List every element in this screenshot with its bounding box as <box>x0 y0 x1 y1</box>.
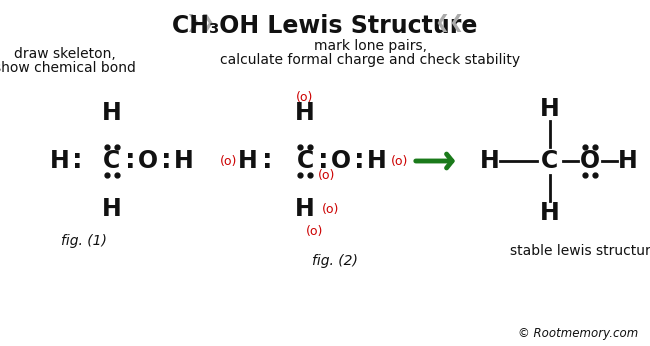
Text: ❯❯: ❯❯ <box>185 14 215 32</box>
Text: (o): (o) <box>306 225 324 237</box>
Text: stable lewis structure: stable lewis structure <box>510 244 650 258</box>
Text: (o): (o) <box>296 91 314 103</box>
Text: fig. (1): fig. (1) <box>61 234 107 248</box>
Text: :: : <box>161 148 172 174</box>
Text: (o): (o) <box>322 202 340 216</box>
Text: C: C <box>103 149 121 173</box>
Text: C: C <box>296 149 313 173</box>
Text: :: : <box>262 148 272 174</box>
Text: (o): (o) <box>318 169 335 182</box>
Text: (o): (o) <box>220 155 238 167</box>
Text: show chemical bond: show chemical bond <box>0 61 136 75</box>
Text: © Rootmemory.com: © Rootmemory.com <box>518 328 638 340</box>
Text: H: H <box>102 101 122 125</box>
Text: H: H <box>367 149 387 173</box>
Text: C: C <box>541 149 558 173</box>
Text: :: : <box>354 148 364 174</box>
Text: :: : <box>72 148 83 174</box>
Text: H: H <box>480 149 500 173</box>
Text: H: H <box>50 149 70 173</box>
Text: fig. (2): fig. (2) <box>312 254 358 268</box>
Text: H: H <box>540 97 560 121</box>
Text: H: H <box>295 101 315 125</box>
Text: calculate formal charge and check stability: calculate formal charge and check stabil… <box>220 53 520 67</box>
Text: :: : <box>125 148 135 174</box>
Text: (o): (o) <box>391 155 409 167</box>
Text: O: O <box>138 149 158 173</box>
Text: H: H <box>618 149 638 173</box>
Text: H: H <box>238 149 258 173</box>
Text: O: O <box>580 149 600 173</box>
Text: mark lone pairs,: mark lone pairs, <box>313 39 426 53</box>
Text: H: H <box>295 197 315 221</box>
Text: CH₃OH Lewis Structure: CH₃OH Lewis Structure <box>172 14 478 38</box>
Text: ❮❮: ❮❮ <box>435 14 465 32</box>
Text: draw skeleton,: draw skeleton, <box>14 47 116 61</box>
Text: H: H <box>540 201 560 225</box>
Text: H: H <box>174 149 194 173</box>
Text: :: : <box>318 148 328 174</box>
Text: O: O <box>331 149 351 173</box>
Text: H: H <box>102 197 122 221</box>
